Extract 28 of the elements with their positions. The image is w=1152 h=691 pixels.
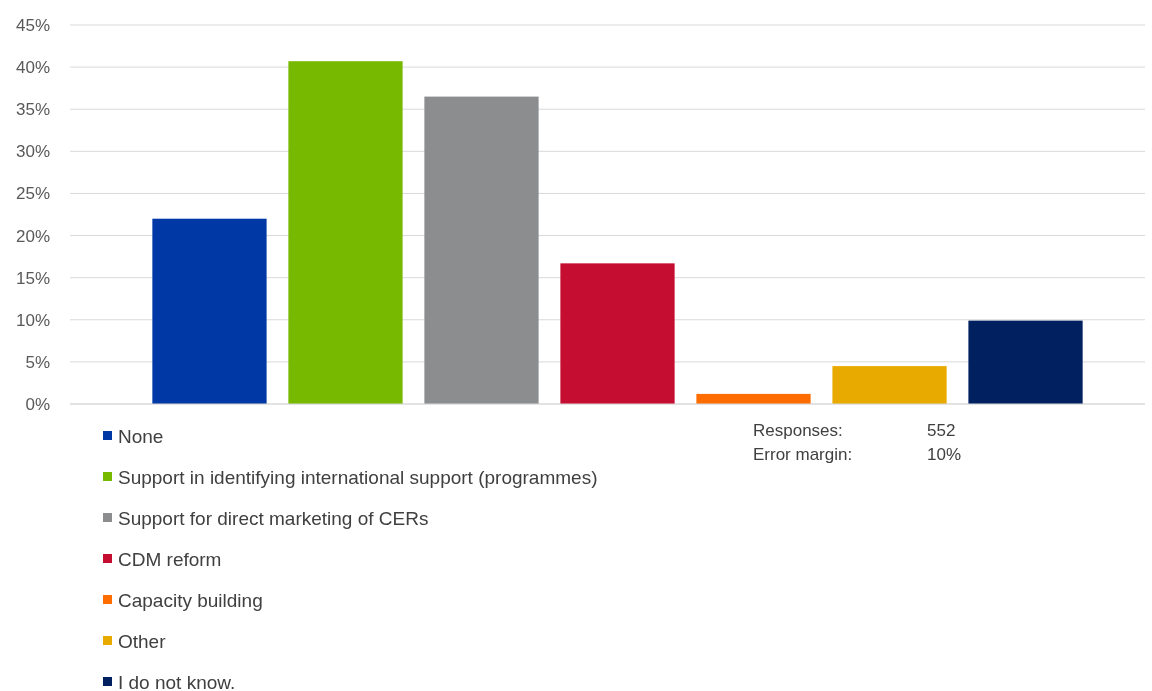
bar [560,263,675,404]
y-tick-label: 10% [15,310,50,330]
y-tick-label: 35% [15,100,50,120]
text: Error margin: [753,444,853,464]
bar [696,393,811,404]
y-tick-label: 5% [25,352,50,372]
legend-label: Support for direct marketing of CERs [118,507,429,529]
y-tick-label: 30% [15,142,50,162]
legend-label: Other [118,630,167,652]
bar [968,320,1083,404]
text: 552 [927,420,956,440]
y-tick-label: 40% [15,58,50,78]
bar [288,61,403,404]
legend-label: None [118,425,164,447]
y-tick-label: 0% [25,394,50,414]
legend-label: Capacity building [118,589,263,611]
y-tick-label: 45% [15,15,50,35]
text: 10% [927,444,962,464]
bar [832,366,947,404]
bar [152,218,267,404]
text: Responses: [753,420,843,440]
y-tick-label: 25% [15,184,50,204]
y-tick-label: 20% [15,226,50,246]
legend-label: I do not know. [118,671,236,691]
y-tick-label: 15% [15,268,50,288]
legend-label: CDM reform [118,548,222,570]
legend-label: Support in identifying international support (programmes) [118,466,598,488]
bar [424,96,539,404]
